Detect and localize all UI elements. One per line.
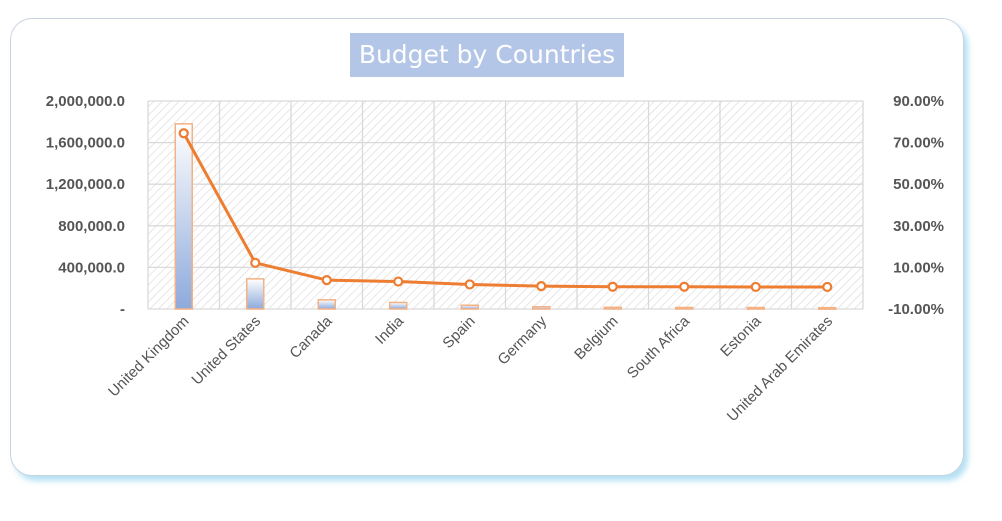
bar: [532, 305, 551, 310]
right-tick-label: -10.00%: [888, 301, 944, 318]
bar: [317, 299, 336, 310]
left-tick-label: -: [120, 301, 125, 318]
line-point: [536, 281, 547, 292]
category-label: United States: [188, 313, 264, 389]
left-axis-labels: - 400,000.0 800,000.0 1,200,000.0 1,600,000.…: [46, 93, 125, 318]
line-point: [464, 279, 475, 290]
line-series: [178, 128, 833, 293]
category-label: Germany: [494, 312, 550, 368]
chart-title: Budget by Countries: [350, 33, 624, 77]
gridlines: [147, 100, 864, 310]
bar: [746, 306, 765, 310]
category-label: South Africa: [624, 312, 694, 382]
line-point: [607, 281, 618, 292]
bar: [246, 278, 265, 310]
bar-series: [174, 123, 837, 310]
left-tick-label: 400,000.0: [58, 259, 125, 276]
bar: [818, 306, 837, 310]
left-tick-label: 1,600,000.0: [46, 135, 125, 152]
category-label: United Kingdom: [105, 313, 192, 400]
left-tick-label: 800,000.0: [58, 218, 125, 235]
right-tick-label: 50.00%: [893, 176, 944, 193]
category-label: Estonia: [717, 312, 765, 360]
right-tick-label: 70.00%: [893, 135, 944, 152]
line-point: [679, 281, 690, 292]
line-point: [822, 281, 833, 293]
left-tick-label: 1,200,000.0: [46, 176, 125, 193]
line-point: [393, 276, 404, 287]
line-point: [321, 274, 332, 286]
right-axis-labels: -10.00% 10.00% 30.00% 50.00% 70.00% 90.00%: [888, 93, 944, 318]
line-path: [182, 132, 828, 289]
bar: [460, 304, 479, 310]
bar: [603, 306, 622, 310]
left-tick-label: 2,000,000.0: [46, 93, 125, 110]
right-tick-label: 10.00%: [893, 259, 944, 276]
right-tick-label: 30.00%: [893, 218, 944, 235]
category-label: Canada: [286, 312, 336, 362]
category-label: Belgium: [571, 313, 621, 363]
category-label: India: [372, 312, 407, 347]
right-tick-label: 90.00%: [893, 93, 944, 110]
bar: [389, 301, 408, 310]
bar: [675, 306, 694, 310]
category-label: Spain: [439, 313, 478, 352]
line-point: [250, 257, 261, 268]
line-point: [178, 128, 189, 139]
bar: [174, 123, 193, 310]
line-point: [750, 281, 761, 293]
